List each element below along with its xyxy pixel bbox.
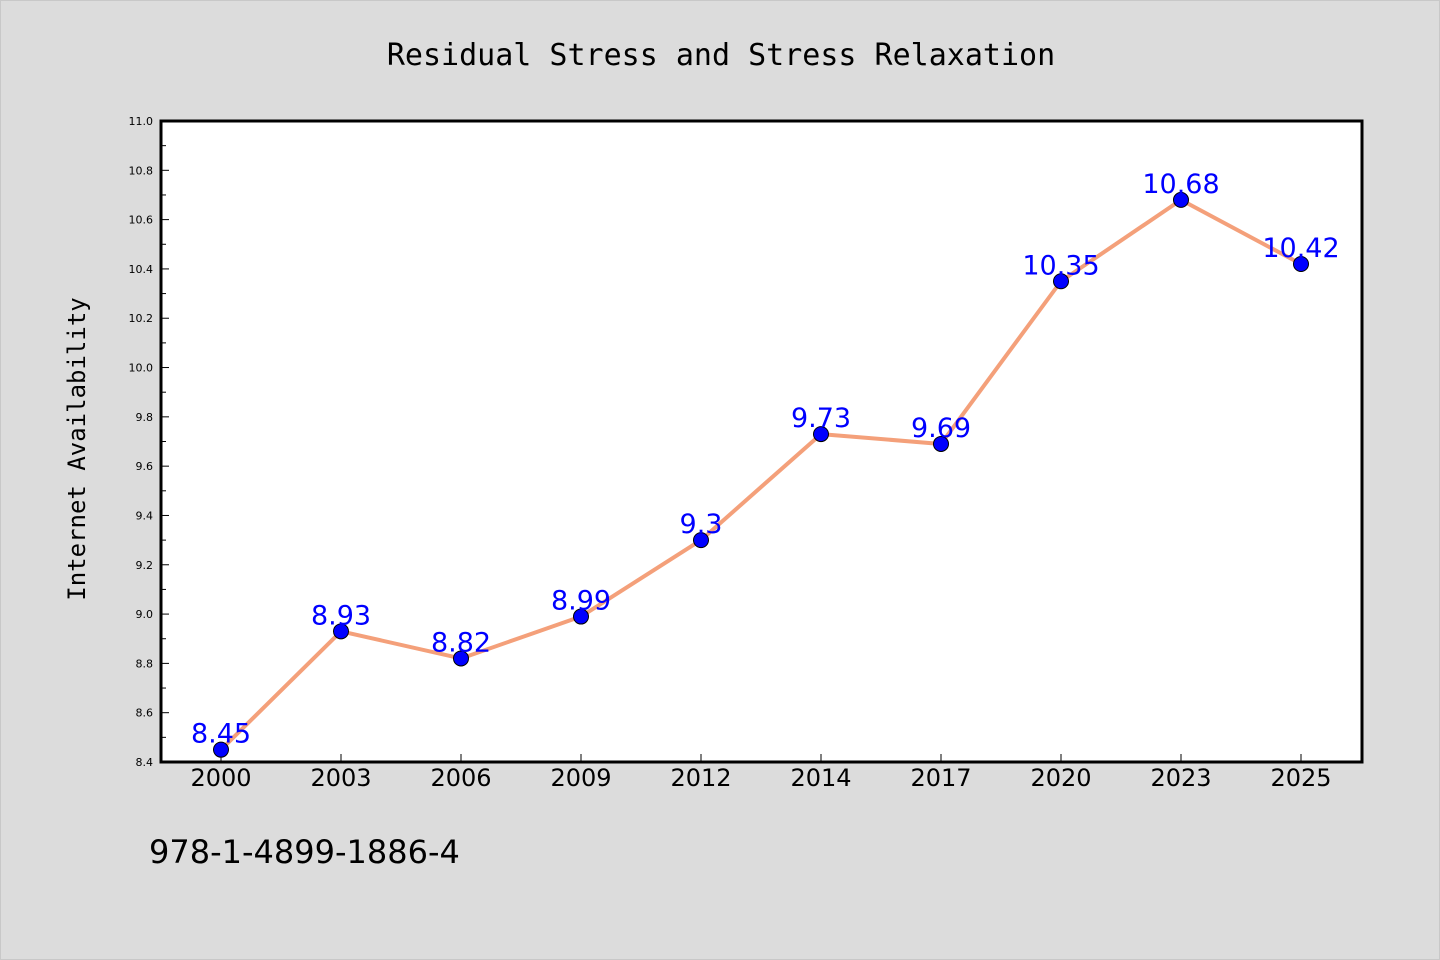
data-labels: 8.45 8.93 8.82 8.99 9.3 9.73 9.69 10.35 10.68 10.… [191, 169, 1340, 750]
y-tick-label: 9.6 [136, 460, 154, 473]
y-tick-label: 10.6 [129, 214, 154, 227]
x-tick-label: 2006 [430, 764, 491, 792]
isbn-text: 978-1-4899-1886-4 [149, 833, 460, 871]
y-tick-label: 8.4 [136, 756, 154, 769]
data-label: 10.35 [1022, 250, 1099, 281]
data-label: 9.73 [791, 403, 851, 434]
data-point-marker [933, 435, 949, 452]
data-point-marker [213, 741, 229, 758]
x-tick-label: 2020 [1030, 764, 1091, 792]
y-tick-label: 10.0 [129, 362, 154, 375]
data-point-marker [573, 608, 589, 625]
data-label: 8.93 [311, 600, 371, 631]
data-point-marker [453, 650, 469, 667]
data-label: 10.42 [1262, 233, 1339, 264]
y-axis-ticks: 8.4 8.6 8.8 9.0 9.2 9.4 9.6 9.8 10.0 10.2 10.4 10.6… [129, 115, 169, 769]
x-tick-label: 2025 [1270, 764, 1331, 792]
x-tick-label: 2000 [190, 764, 251, 792]
chart-title: Residual Stress and Stress Relaxation [387, 38, 1055, 73]
y-tick-label: 8.8 [136, 657, 154, 670]
y-tick-label: 9.8 [136, 411, 154, 424]
y-tick-label: 10.8 [129, 164, 154, 177]
y-tick-label: 9.2 [136, 559, 154, 572]
data-point-marker [1173, 191, 1189, 208]
y-tick-label: 10.2 [129, 312, 154, 325]
data-label: 8.99 [551, 586, 611, 617]
data-point-marker [1053, 273, 1069, 290]
data-label: 10.68 [1142, 169, 1219, 200]
data-point-marker [1293, 255, 1309, 272]
x-tick-label: 2023 [1150, 764, 1211, 792]
x-tick-label: 2009 [550, 764, 611, 792]
y-tick-label: 8.6 [136, 707, 154, 720]
y-tick-label: 10.4 [129, 263, 154, 276]
x-tick-label: 2017 [910, 764, 971, 792]
plot-area [161, 121, 1362, 762]
x-tick-label: 2003 [310, 764, 371, 792]
data-point-marker [333, 623, 349, 640]
data-point-marker [813, 426, 829, 443]
data-points [213, 191, 1309, 758]
y-tick-label: 11.0 [129, 115, 154, 128]
data-point-marker [693, 532, 709, 549]
x-axis-ticks: 2000 2003 2006 2009 2012 2014 2017 2020 2023 2025 [190, 754, 1332, 792]
y-tick-label: 9.4 [136, 509, 154, 522]
x-tick-label: 2012 [670, 764, 731, 792]
y-tick-label: 9.0 [136, 608, 154, 621]
x-tick-label: 2014 [790, 764, 851, 792]
plot-frame [159, 119, 1364, 764]
data-label: 9.69 [911, 413, 971, 444]
series-line [219, 197, 1303, 752]
y-axis-label: Internet Availability [63, 297, 91, 600]
data-label: 8.45 [191, 719, 251, 750]
data-label: 9.3 [680, 509, 723, 540]
data-label: 8.82 [431, 627, 491, 658]
